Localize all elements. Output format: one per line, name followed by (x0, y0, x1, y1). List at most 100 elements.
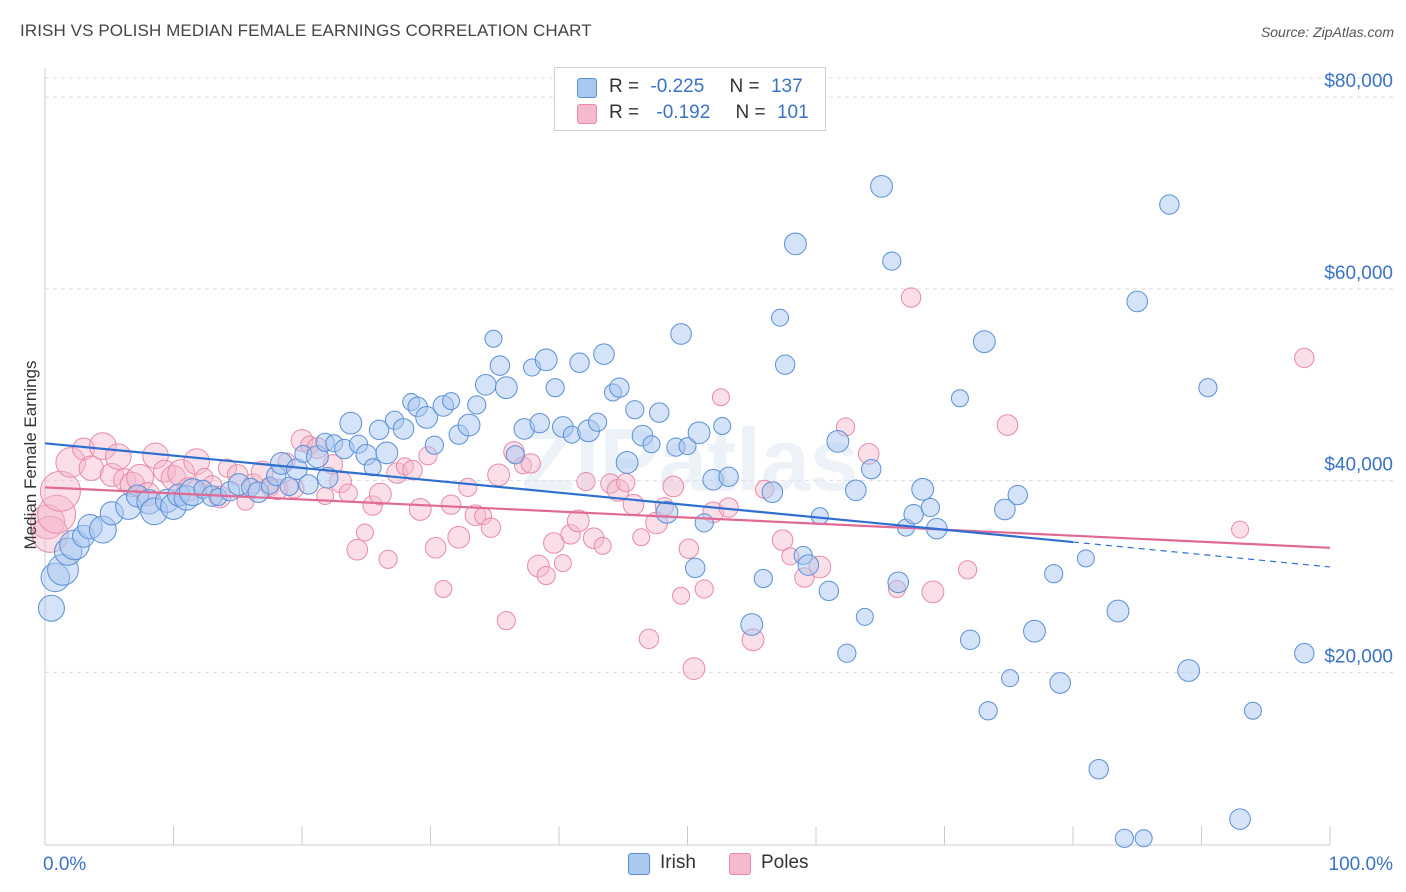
poles-point (402, 459, 423, 481)
irish-point (587, 412, 608, 432)
poles-point (440, 494, 462, 515)
irish-point (753, 568, 773, 589)
legend-poles-n: 101 (776, 102, 809, 123)
poles-point (958, 560, 978, 580)
irish-point (298, 474, 319, 495)
poles-point (536, 565, 556, 586)
irish-point (1007, 484, 1028, 506)
legend-swatch-irish (577, 78, 597, 98)
irish-point (1159, 194, 1180, 215)
poles-point (39, 470, 81, 512)
irish-point (1243, 701, 1262, 720)
y-axis-label: Median Female Earnings (21, 361, 40, 550)
irish-point (442, 392, 461, 411)
irish-point (529, 412, 550, 434)
irish-point (642, 435, 661, 454)
poles-point (346, 538, 369, 561)
irish-point (1134, 829, 1153, 848)
poles-point (55, 447, 86, 478)
legend-irish-r: -0.225 (650, 76, 705, 97)
irish-point (861, 458, 882, 480)
irish-point (718, 466, 739, 488)
bottom-legend-label-poles: Poles (761, 852, 809, 873)
irish-point (415, 405, 439, 429)
legend-poles-r: -0.192 (656, 102, 711, 123)
irish-point (368, 419, 390, 441)
irish-point (593, 343, 615, 365)
irish-point (797, 554, 820, 576)
irish-point (818, 580, 840, 602)
axis-layer (44, 68, 1331, 846)
poles-point (378, 549, 398, 569)
irish-point (1044, 564, 1064, 584)
poles-point (900, 287, 922, 308)
irish-point (392, 418, 415, 440)
poles-point (921, 580, 945, 604)
poles-point (458, 477, 478, 497)
poles-point (496, 611, 516, 631)
trend-lines (44, 442, 1331, 568)
poles-point (527, 554, 550, 578)
x-tick-label: 100.0% (1329, 854, 1394, 875)
poles-point (395, 457, 414, 476)
irish-point (1001, 669, 1020, 688)
poles-point (560, 524, 581, 545)
y-tick-label: $80,000 (1324, 71, 1393, 92)
poles-point (408, 498, 432, 521)
poles-point (78, 455, 104, 481)
irish-point (685, 557, 706, 579)
poles-point (424, 536, 447, 559)
irish-point (1088, 759, 1109, 780)
irish-point (505, 445, 525, 465)
irish-point (316, 466, 339, 489)
irish-point (740, 613, 764, 636)
irish-point (687, 421, 711, 445)
poles-point (316, 487, 335, 506)
poles-point (632, 528, 651, 547)
poles-point (606, 478, 630, 502)
irish-point (1023, 619, 1046, 643)
poles-point (600, 473, 621, 494)
irish-point (920, 497, 940, 518)
irish-point (494, 376, 518, 400)
irish-point (694, 513, 714, 533)
irish-point (911, 477, 935, 501)
poles-point (553, 554, 572, 573)
irish-point (1177, 659, 1201, 682)
irish-point (1114, 828, 1135, 848)
poles-point (622, 493, 645, 516)
poles-point (487, 463, 511, 487)
poles-point (771, 529, 794, 551)
legend-r-label: R = (609, 102, 640, 123)
bottom-legend-swatch-poles (729, 853, 751, 875)
poles-trend-line (44, 486, 1331, 549)
irish-point (845, 479, 867, 502)
irish-point (950, 389, 969, 408)
poles-point (543, 532, 565, 554)
poles-point (37, 494, 77, 534)
irish-point (960, 629, 981, 651)
poles-point (362, 495, 383, 516)
legend-swatch-poles (577, 104, 597, 124)
x-tick-label: 0.0% (43, 854, 86, 875)
poles-point (672, 586, 691, 605)
irish-point (774, 354, 796, 375)
poles-point (566, 509, 590, 533)
irish-point (467, 395, 487, 415)
bottom-legend-swatch-irish (628, 853, 650, 875)
poles-point (447, 525, 471, 549)
irish-point (1229, 808, 1251, 830)
irish-point (678, 437, 697, 456)
y-tick-label: $40,000 (1324, 455, 1393, 476)
irish-trend-line (44, 442, 1074, 544)
irish-point (1294, 643, 1315, 664)
poles-point (355, 523, 374, 542)
poles-point (520, 453, 541, 474)
poles-point (582, 527, 605, 550)
legend-n-label: N = (735, 102, 766, 123)
irish-point (870, 174, 893, 198)
poles-point (30, 504, 66, 540)
chart-source: Source: ZipAtlas.com (1260, 24, 1394, 40)
irish-point (903, 504, 924, 525)
irish-point (375, 441, 399, 465)
